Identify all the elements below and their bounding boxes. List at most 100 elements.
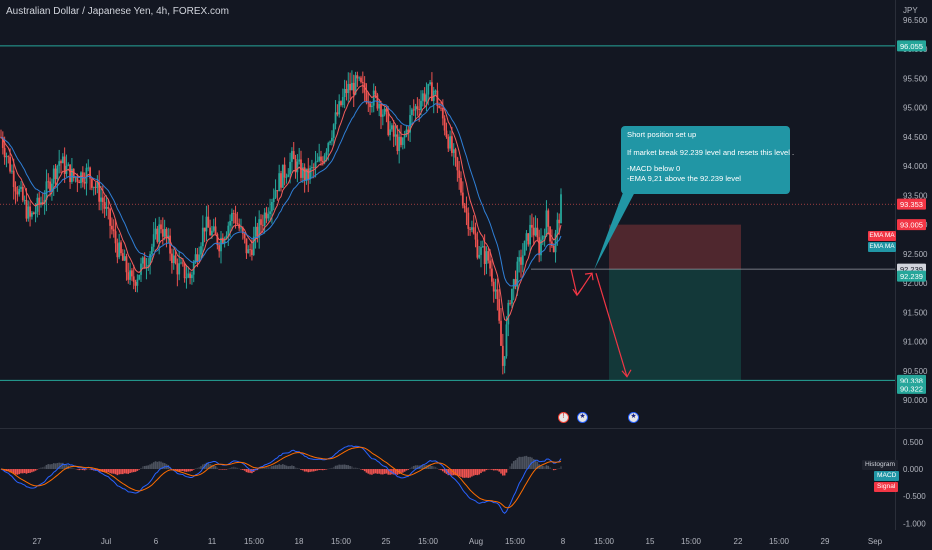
macd-legend-macd[interactable]: MACD xyxy=(874,471,900,481)
candle-body xyxy=(103,202,106,209)
candle-body xyxy=(14,187,17,192)
histogram-bar xyxy=(245,469,248,473)
candle-body xyxy=(292,151,295,160)
time-tick-label: 22 xyxy=(734,537,743,546)
australia-flag-icon[interactable]: ★ xyxy=(577,412,588,423)
candle-body xyxy=(71,168,73,182)
candle-body xyxy=(531,224,533,228)
candle-body xyxy=(196,254,199,262)
candle-body xyxy=(240,227,242,229)
grid-lines xyxy=(0,0,932,530)
histogram-bar xyxy=(442,469,444,472)
histogram-bar xyxy=(503,469,506,476)
candle-body xyxy=(356,75,359,79)
time-tick-label: 15:00 xyxy=(418,537,439,546)
candle-body xyxy=(234,213,237,224)
candle-body xyxy=(547,210,550,227)
histogram-bar xyxy=(485,469,488,471)
candle-body xyxy=(45,181,48,201)
candle-body xyxy=(76,177,79,182)
histogram-bar xyxy=(189,469,191,472)
histogram-bar xyxy=(16,469,19,475)
histogram-bar xyxy=(496,469,499,471)
candle-body xyxy=(516,261,519,287)
histogram-bar xyxy=(547,465,550,470)
macd-legend-histogram[interactable]: Histogram xyxy=(862,460,899,470)
histogram-bar xyxy=(162,462,164,470)
candle-body xyxy=(311,167,313,169)
candle-body xyxy=(400,136,402,145)
candle-body xyxy=(438,106,441,108)
candle-body xyxy=(287,174,290,177)
ema-legend-2[interactable]: EMA MA xyxy=(868,242,896,252)
histogram-bar xyxy=(222,469,224,470)
candle-body xyxy=(467,212,470,229)
histogram-bar xyxy=(340,464,342,470)
histogram-bar xyxy=(480,469,482,474)
candle-body xyxy=(423,93,426,102)
ema-9-line xyxy=(0,84,562,322)
histogram-bar xyxy=(434,466,437,470)
histogram-bar xyxy=(396,469,399,475)
note-pointer xyxy=(594,190,636,270)
event-flag-icon[interactable]: ! xyxy=(558,412,569,423)
candle-body xyxy=(347,83,350,94)
candle-body xyxy=(205,216,208,232)
candle-body xyxy=(67,164,70,166)
histogram-bar xyxy=(400,469,402,474)
histogram-bar xyxy=(163,463,166,470)
histogram-bar xyxy=(87,468,90,470)
candle-body xyxy=(518,257,521,262)
candle-body xyxy=(278,173,281,192)
price-tick-label: 93.500 xyxy=(903,191,928,200)
candle-body xyxy=(41,202,44,204)
time-tick-label: 15 xyxy=(646,537,655,546)
candle-body xyxy=(434,90,437,92)
ema-legend-1[interactable]: EMA MA xyxy=(868,231,896,241)
candle-body xyxy=(258,219,261,238)
australia-flag-icon[interactable]: ★ xyxy=(628,412,639,423)
histogram-bar xyxy=(558,468,560,470)
histogram-bar xyxy=(492,469,495,471)
histogram-bar xyxy=(363,469,366,472)
histogram-bar xyxy=(398,469,400,474)
candle-body xyxy=(260,219,262,225)
candle-body xyxy=(271,201,273,212)
histogram-bar xyxy=(542,465,544,470)
histogram-bar xyxy=(234,467,237,470)
histogram-bar xyxy=(460,469,462,477)
histogram-bar xyxy=(20,469,22,474)
candle-body xyxy=(69,164,71,182)
histogram-bar xyxy=(149,464,151,470)
candle-body xyxy=(178,263,181,275)
histogram-bar xyxy=(342,464,344,470)
histogram-bar xyxy=(516,458,519,470)
histogram-bar xyxy=(360,469,362,470)
histogram-bar xyxy=(143,465,146,470)
candle-body xyxy=(198,254,201,262)
candle-body xyxy=(11,170,13,172)
candle-body xyxy=(147,264,150,268)
candle-body xyxy=(520,257,522,265)
horizontal-levels xyxy=(0,45,895,381)
candle-body xyxy=(156,228,159,242)
histogram-bar xyxy=(372,469,375,474)
candle-body xyxy=(252,236,255,256)
candle-body xyxy=(285,176,288,178)
histogram-bar xyxy=(76,469,79,470)
histogram-bar xyxy=(376,469,379,474)
histogram-bar xyxy=(505,469,508,473)
histogram-bar xyxy=(263,467,266,470)
histogram-bar xyxy=(194,468,197,470)
trade-note-callout[interactable]: Short position set up If market break 92… xyxy=(621,126,794,194)
histogram-bar xyxy=(296,467,299,470)
symbol-title[interactable]: Australian Dollar / Japanese Yen, 4h, FO… xyxy=(6,6,229,17)
candle-body xyxy=(105,207,108,209)
histogram-bar xyxy=(556,468,559,470)
candle-body xyxy=(480,247,482,255)
histogram-bar xyxy=(285,465,288,470)
histogram-bar xyxy=(529,456,531,470)
candle-body xyxy=(141,257,144,264)
macd-legend-signal[interactable]: Signal xyxy=(874,482,899,492)
